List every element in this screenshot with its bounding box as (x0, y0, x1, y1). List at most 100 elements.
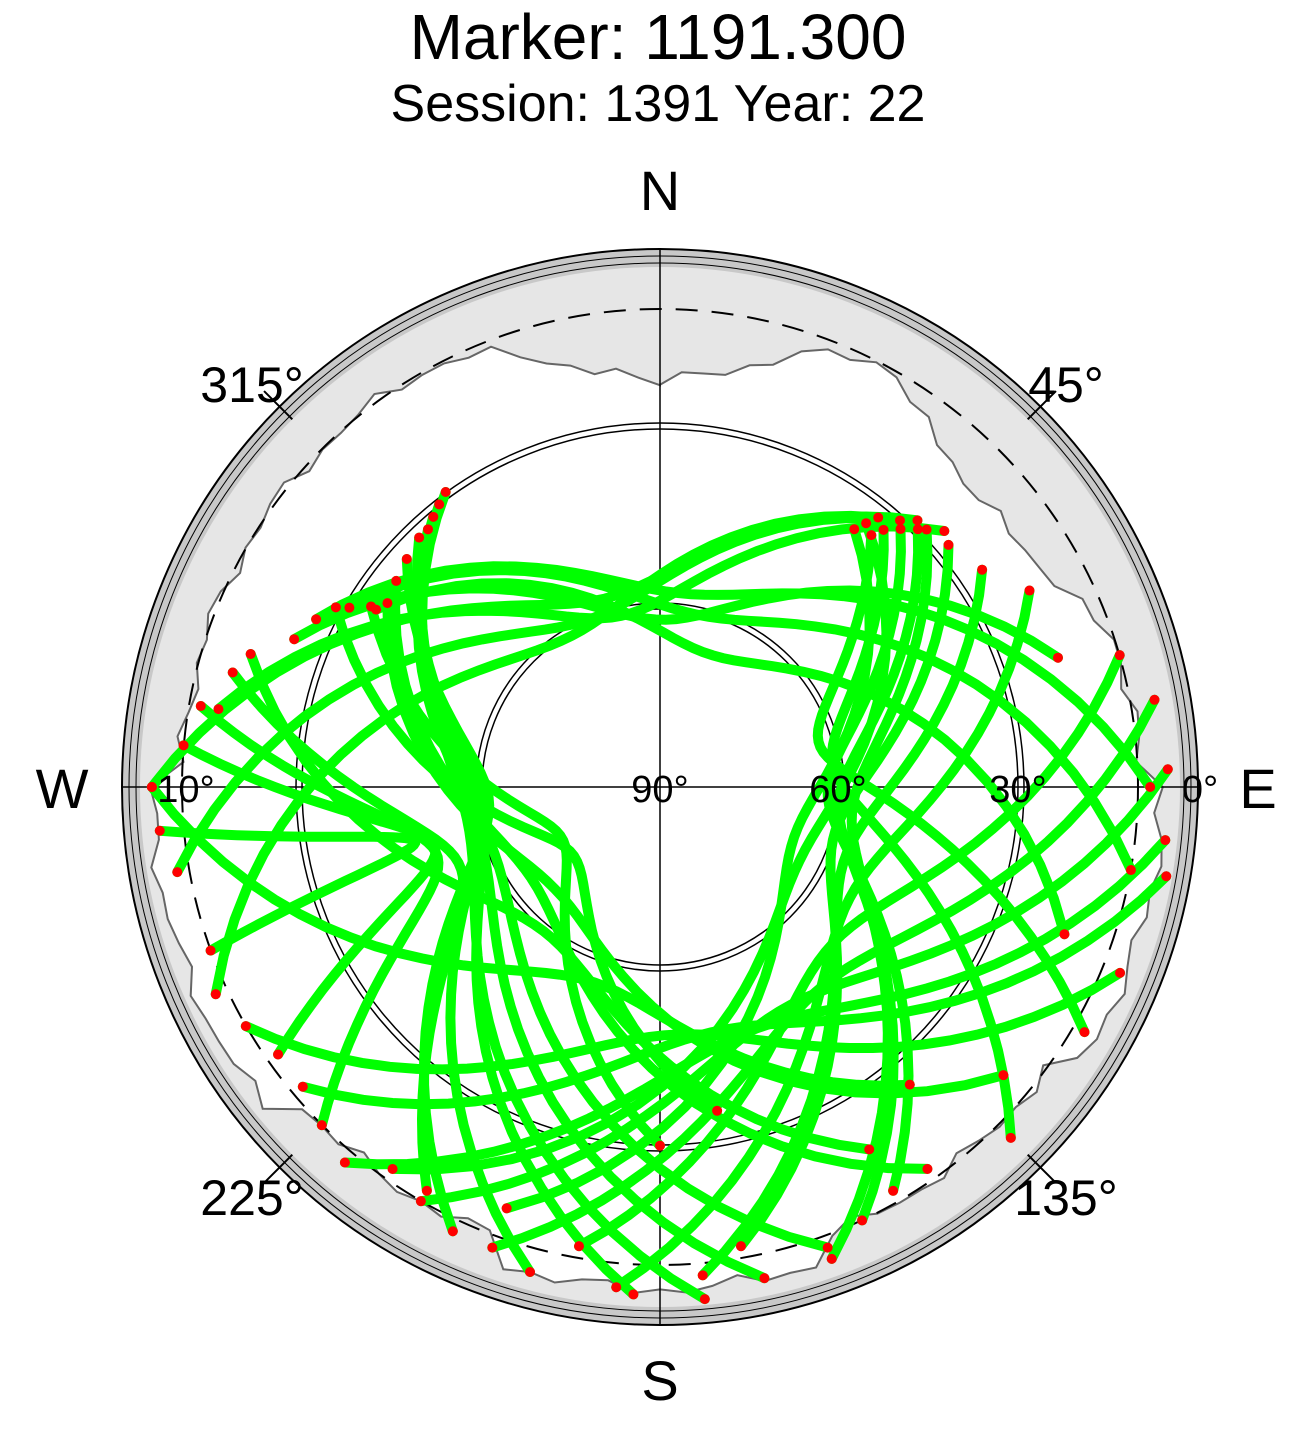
track-endpoint-30-end (1145, 782, 1156, 792)
track-endpoint-15-end (387, 1163, 398, 1174)
track-endpoint-21-start (434, 499, 445, 510)
track-endpoint-3-start (912, 524, 923, 535)
track-endpoint-2-end (888, 1185, 899, 1196)
track-endpoint-14-end (501, 1203, 512, 1214)
track-endpoint-20-start (440, 486, 451, 497)
track-endpoint-35-end (273, 1049, 284, 1060)
track-endpoint-35-start (178, 740, 189, 751)
track-endpoint-15-start (861, 518, 872, 529)
track-endpoint-10-end (415, 1196, 426, 1207)
track-endpoint-33-start (227, 667, 238, 678)
track-endpoint-9-start (1149, 694, 1160, 705)
track-endpoint-16-end (210, 989, 221, 1000)
track-endpoint-32-end (864, 1144, 875, 1155)
track-endpoint-19-start (939, 526, 950, 537)
track-endpoint-9-end (487, 1242, 498, 1253)
track-endpoint-7-end (611, 1282, 622, 1293)
track-endpoint-8-start (1114, 650, 1125, 661)
satellite-track-12 (297, 871, 1172, 1110)
satellite-track-26 (390, 575, 933, 1174)
track-endpoint-19-end (213, 704, 224, 715)
track-endpoint-8-end (574, 1241, 585, 1252)
track-endpoint-21-end (759, 1273, 770, 1284)
track-endpoint-32-start (245, 648, 256, 659)
chart-title: Marker: 1191.300 (409, 1, 907, 73)
satellite-track-31 (289, 583, 1063, 663)
satellite-track-6 (697, 564, 988, 1281)
track-endpoints (146, 486, 1173, 1305)
elevation-label-0: 0° (1182, 769, 1218, 811)
satellite-track-39 (330, 602, 723, 1116)
track-endpoint-25-end (447, 1226, 458, 1237)
track-endpoint-6-end (697, 1270, 708, 1281)
track-endpoint-17-start (894, 515, 905, 526)
track-endpoint-12-end (297, 1081, 308, 1092)
track-endpoint-27-start (382, 598, 393, 609)
track-endpoint-0-end (1079, 1027, 1090, 1038)
elevation-label-10: 10° (157, 769, 214, 811)
track-endpoint-29-end (1125, 865, 1136, 876)
track-endpoint-4-end (826, 1253, 837, 1264)
azimuth-ticks (263, 390, 1057, 1184)
track-endpoint-36-start (146, 782, 157, 792)
track-endpoint-11-start (1160, 835, 1171, 846)
satellite-track-35 (178, 740, 441, 1060)
track-endpoint-20-end (699, 1294, 710, 1305)
track-endpoint-5-start (943, 539, 954, 550)
track-endpoint-26-start (391, 575, 402, 586)
track-endpoint-38-start (366, 601, 377, 612)
azimuth-tick-315 (263, 390, 294, 421)
satellite-track-13 (240, 967, 1125, 1075)
elevation-label-30: 30° (989, 769, 1046, 811)
satellite-track-5 (736, 539, 954, 1252)
track-endpoint-37-start (154, 825, 165, 836)
azimuth-tick-45 (1026, 390, 1057, 421)
track-endpoint-27-end (998, 1070, 1009, 1081)
track-endpoint-39-end (712, 1105, 723, 1116)
track-endpoint-13-end (240, 1021, 251, 1032)
satellite-track-30 (311, 561, 1156, 792)
chart-subtitle: Session: 1391 Year: 22 (390, 75, 926, 133)
track-endpoint-31-end (1052, 652, 1063, 663)
azimuth-label-135: 135° (1014, 1170, 1117, 1226)
track-endpoint-1-start (878, 524, 889, 535)
track-endpoint-29-start (344, 602, 355, 613)
track-endpoint-12-start (1161, 871, 1172, 882)
azimuth-label-225: 225° (200, 1170, 303, 1226)
track-endpoint-25-start (401, 554, 412, 565)
azimuth-label-45: 45° (1028, 357, 1104, 413)
track-endpoint-1-end (1005, 1132, 1016, 1143)
satellite-track-22 (412, 511, 833, 1253)
track-endpoint-24-start (414, 532, 425, 543)
satellite-track-10 (415, 764, 1173, 1207)
track-endpoint-2-start (895, 524, 906, 535)
track-endpoint-14-start (849, 524, 860, 535)
track-endpoint-3-end (857, 1215, 868, 1226)
track-endpoint-34-end (316, 1120, 327, 1131)
azimuth-tick-225 (263, 1153, 294, 1184)
track-endpoint-22-end (822, 1242, 833, 1253)
track-endpoint-4-start (921, 524, 932, 535)
track-endpoint-24-end (525, 1267, 536, 1278)
elevation-label-90: 90° (631, 769, 688, 811)
azimuth-tick-135 (1026, 1153, 1057, 1184)
track-endpoint-18-start (912, 515, 923, 526)
elevation-label-60: 60° (809, 769, 866, 811)
track-endpoint-0-start (866, 530, 877, 541)
track-endpoint-17-end (172, 867, 183, 878)
compass-south: S (641, 1349, 678, 1412)
track-endpoint-10-start (1162, 764, 1173, 775)
track-endpoint-30-start (311, 614, 322, 625)
track-endpoint-36-end (904, 1079, 915, 1090)
satellite-track-7 (611, 585, 1035, 1293)
track-endpoint-23-end (628, 1289, 639, 1300)
track-endpoint-37-end (205, 945, 216, 956)
azimuth-label-315: 315° (200, 357, 303, 413)
track-endpoint-11-end (339, 1157, 350, 1168)
track-endpoint-26-end (922, 1163, 933, 1174)
satellite-track-33 (227, 667, 469, 1196)
track-endpoint-5-end (735, 1241, 746, 1252)
track-endpoint-33-end (421, 1185, 432, 1196)
compass-west: W (36, 757, 89, 820)
